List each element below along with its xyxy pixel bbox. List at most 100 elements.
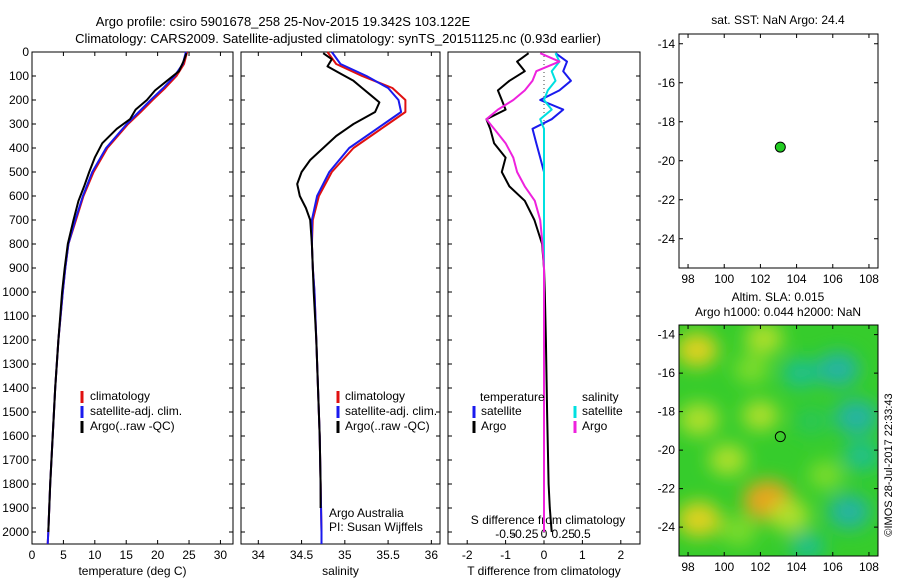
legend-heading: temperature <box>480 390 545 404</box>
series-line-temperature-satellite <box>531 52 572 532</box>
x-tick-label: 36 <box>425 548 439 562</box>
legend-label: Argo(..raw -QC) <box>345 419 430 433</box>
y-tick-label: -20 <box>658 154 676 168</box>
x-tick-label: 30 <box>214 548 228 562</box>
y-tick-label: 800 <box>9 237 29 251</box>
sla-anomaly-blob <box>745 325 784 355</box>
sla-anomaly-blob <box>790 532 825 556</box>
x-tick-label: 1 <box>579 548 586 562</box>
x-tick-label: 100 <box>714 560 734 574</box>
y-tick-label: 500 <box>9 165 29 179</box>
y-tick-label: 900 <box>9 261 29 275</box>
y-tick-label: 100 <box>9 69 29 83</box>
sla-anomaly-blob <box>733 354 770 384</box>
series-line-satellite-adj-clim- <box>46 51 187 545</box>
x-tick-label: 15 <box>120 548 134 562</box>
legend-label: satellite <box>481 404 522 418</box>
s-tick-label: -0.5 <box>495 527 516 541</box>
sla-anomaly-blob <box>794 407 828 435</box>
legend-label: climatology <box>345 389 405 403</box>
sla-anomaly-blob <box>808 460 843 490</box>
x-tick-label: 102 <box>750 272 770 286</box>
map-frame <box>678 324 879 557</box>
y-tick-label: 300 <box>9 117 29 131</box>
x-tick-label: 104 <box>787 560 807 574</box>
legend-label: satellite-adj. clim. <box>90 404 182 418</box>
x-tick-label: -2 <box>462 548 473 562</box>
title-line-2: Climatology: CARS2009. Satellite-adjuste… <box>75 31 601 46</box>
y-tick-label: -18 <box>658 115 676 129</box>
x-tick-label: -1 <box>500 548 511 562</box>
y-tick-label: -22 <box>658 193 676 207</box>
x-tick-label: 98 <box>681 560 695 574</box>
series-line-climatology <box>310 51 407 544</box>
y-tick-label: -16 <box>658 76 676 90</box>
float-position-marker <box>774 141 786 153</box>
x-tick-label: 20 <box>151 548 165 562</box>
x-tick-label: 35.5 <box>376 548 400 562</box>
s-axis-label: S difference from climatology <box>471 513 626 527</box>
sla-anomaly-blob <box>742 400 779 431</box>
y-tick-label: 1200 <box>2 333 29 347</box>
x-tick-label: 10 <box>88 548 102 562</box>
sla-anomaly-blob <box>679 501 721 538</box>
x-tick-label: 100 <box>714 272 734 286</box>
sla-anomaly-blob <box>679 402 719 436</box>
y-tick-label: 700 <box>9 213 29 227</box>
sla-map-title-2: Argo h1000: 0.044 h2000: NaN <box>695 305 861 319</box>
legend-label: satellite <box>582 404 623 418</box>
sla-anomaly-blob <box>769 499 810 532</box>
y-tick-label: 1300 <box>2 357 29 371</box>
x-tick-label: 25 <box>182 548 196 562</box>
x-tick-label: 35 <box>338 548 352 562</box>
y-tick-label: 1100 <box>3 309 29 323</box>
y-tick-label: 400 <box>9 141 29 155</box>
x-tick-label: 0 <box>541 548 548 562</box>
x-axis-label: temperature (deg C) <box>78 564 186 578</box>
y-tick-label: 1700 <box>2 453 29 467</box>
plot-frame <box>240 51 441 545</box>
x-tick-label: 106 <box>823 560 843 574</box>
series-line-argo-raw-qc- <box>296 52 381 508</box>
map-frame <box>678 33 879 269</box>
copyright-footer: ©IMOS 28-Jul-2017 22:33:43 <box>883 393 895 536</box>
y-tick-label: -14 <box>658 37 676 51</box>
annotation-line: PI: Susan Wijffels <box>329 520 423 534</box>
x-tick-label: 2 <box>617 548 624 562</box>
y-tick-label: -16 <box>658 366 676 380</box>
annotation-line: Argo Australia <box>329 506 404 520</box>
y-tick-label: -14 <box>658 328 676 342</box>
legend-label: Argo(..raw -QC) <box>90 419 175 433</box>
legend-label: Argo <box>582 419 608 433</box>
s-tick-label: 0.5 <box>574 527 591 541</box>
y-tick-label: 200 <box>9 93 29 107</box>
difference-panel: -2 -1 0 1 2 T difference from climatology S di… <box>447 51 641 578</box>
sla-anomaly-blob <box>679 332 719 368</box>
x-tick-label: 98 <box>681 272 695 286</box>
temperature-panel: 0100200300400500600700800900100011001200… <box>2 45 234 578</box>
legend-label: Argo <box>481 419 507 433</box>
y-tick-label: 600 <box>9 189 29 203</box>
series-line-salinity-argo <box>485 52 561 532</box>
series-line-argo-raw-qc- <box>47 52 188 533</box>
legend-heading: salinity <box>582 390 619 404</box>
y-tick-label: 1500 <box>2 405 29 419</box>
series-line-temperature-argo <box>485 52 553 533</box>
y-tick-label: -18 <box>658 405 676 419</box>
sst-map-panel: 98 100 102 104 106 108 -14 -16 -18 -20 -22 -24 sat. … <box>658 13 880 286</box>
legend-label: climatology <box>90 389 150 403</box>
title-line-1: Argo profile: csiro 5901678_258 25-Nov-2… <box>96 14 471 29</box>
x-tick-label: 106 <box>823 272 843 286</box>
sla-anomaly-blob <box>816 351 860 387</box>
sla-blobs <box>679 325 878 556</box>
y-tick-label: 1600 <box>2 429 29 443</box>
sla-map-panel: 98 100 102 104 106 108 -14 -16 -18 -20 -22 -24 Altim… <box>658 290 880 574</box>
plot-frame <box>31 51 234 545</box>
x-tick-label: 108 <box>859 272 879 286</box>
x-tick-label: 0 <box>29 548 36 562</box>
x-axis-label: salinity <box>322 564 359 578</box>
sla-anomaly-blob <box>827 494 871 530</box>
y-tick-label: 1900 <box>2 501 29 515</box>
y-tick-label: 1400 <box>2 381 29 395</box>
